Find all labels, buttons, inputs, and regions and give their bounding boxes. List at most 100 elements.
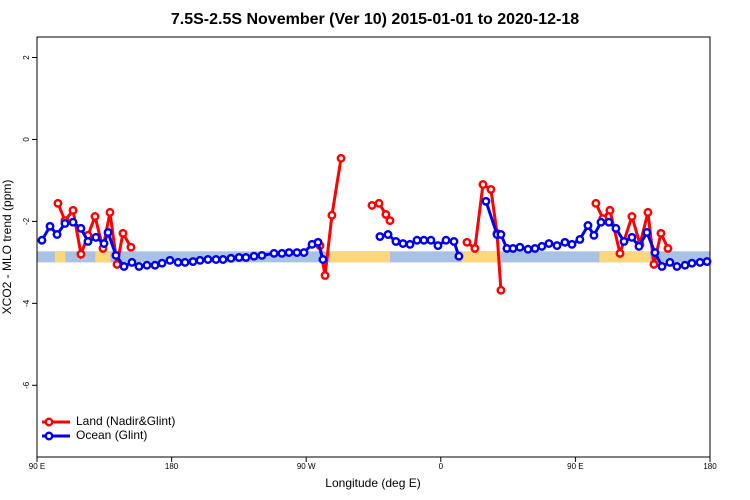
- point: [53, 198, 63, 208]
- land-band: [54, 251, 66, 263]
- point: [615, 248, 625, 258]
- point: [375, 232, 385, 242]
- point: [90, 212, 100, 221]
- point: [118, 228, 128, 238]
- plot-frame: [36, 36, 711, 458]
- land-band: [95, 251, 111, 263]
- point: [327, 210, 337, 220]
- point: [441, 235, 451, 245]
- point: [257, 250, 267, 260]
- point: [320, 271, 330, 280]
- point: [619, 237, 629, 246]
- legend-marker: [44, 431, 54, 441]
- point: [336, 153, 346, 163]
- point: [496, 285, 506, 295]
- y-tick-label: 0: [22, 137, 31, 142]
- chart-title: 7.5S-2.5S November (Ver 10) 2015-01-01 t…: [171, 11, 579, 28]
- point: [672, 262, 682, 271]
- point: [391, 237, 401, 246]
- point: [203, 255, 213, 264]
- point: [83, 237, 93, 246]
- point: [405, 239, 415, 249]
- point: [665, 257, 675, 267]
- point: [126, 242, 136, 252]
- point: [292, 248, 302, 257]
- point: [188, 257, 198, 266]
- point: [643, 207, 653, 217]
- x-tick-label: 90 E: [567, 462, 583, 471]
- point: [649, 259, 659, 269]
- point: [52, 230, 62, 239]
- point: [680, 260, 690, 270]
- point: [544, 239, 554, 248]
- point: [68, 205, 78, 215]
- point: [134, 262, 144, 271]
- point: [234, 252, 244, 262]
- point: [277, 248, 287, 258]
- point: [605, 205, 615, 215]
- point: [650, 248, 660, 257]
- point: [470, 243, 480, 253]
- point: [515, 242, 525, 252]
- point: [530, 243, 540, 253]
- point: [627, 232, 637, 242]
- point: [111, 250, 121, 260]
- point: [119, 262, 129, 271]
- point: [103, 228, 113, 237]
- point: [611, 223, 621, 233]
- point: [496, 230, 506, 239]
- x-axis-label: Longitude (deg E): [325, 476, 420, 490]
- point: [105, 207, 115, 217]
- point: [249, 251, 259, 261]
- point: [60, 218, 70, 228]
- x-tick-label: 90 W: [297, 462, 316, 471]
- point: [687, 258, 697, 268]
- point: [604, 217, 614, 227]
- point: [702, 257, 712, 266]
- point: [367, 200, 377, 210]
- point: [180, 257, 190, 267]
- point: [508, 243, 518, 253]
- x-tick-label: 0: [439, 462, 444, 471]
- point: [567, 239, 577, 249]
- point: [299, 248, 309, 257]
- point: [642, 228, 652, 237]
- y-tick-label: -2: [22, 217, 31, 225]
- point: [657, 262, 667, 271]
- point: [99, 239, 109, 248]
- point: [241, 252, 251, 262]
- point: [596, 217, 606, 227]
- point: [381, 209, 391, 219]
- point: [449, 237, 459, 246]
- legend-marker: [44, 417, 54, 427]
- point: [552, 241, 562, 251]
- point: [68, 217, 78, 227]
- x-tick-label: 180: [703, 462, 717, 471]
- point: [481, 196, 491, 206]
- y-tick-label: -6: [22, 381, 31, 389]
- point: [165, 255, 175, 265]
- point: [537, 241, 547, 251]
- point: [195, 255, 205, 265]
- point: [398, 239, 408, 248]
- point: [426, 235, 436, 245]
- point: [583, 221, 593, 230]
- point: [663, 243, 673, 253]
- x-tick-label: 180: [165, 462, 179, 471]
- point: [523, 244, 533, 254]
- y-tick-label: 2: [22, 55, 31, 60]
- point: [433, 241, 443, 251]
- point: [127, 257, 137, 267]
- point: [150, 260, 160, 270]
- point: [591, 198, 601, 208]
- y-tick-label: -4: [22, 299, 31, 307]
- series-line: [56, 158, 670, 291]
- point: [284, 248, 294, 257]
- point: [419, 235, 429, 245]
- land-band: [599, 251, 651, 263]
- point: [385, 216, 395, 226]
- point: [142, 260, 152, 270]
- point: [383, 230, 393, 239]
- point: [634, 241, 644, 251]
- point: [589, 230, 599, 240]
